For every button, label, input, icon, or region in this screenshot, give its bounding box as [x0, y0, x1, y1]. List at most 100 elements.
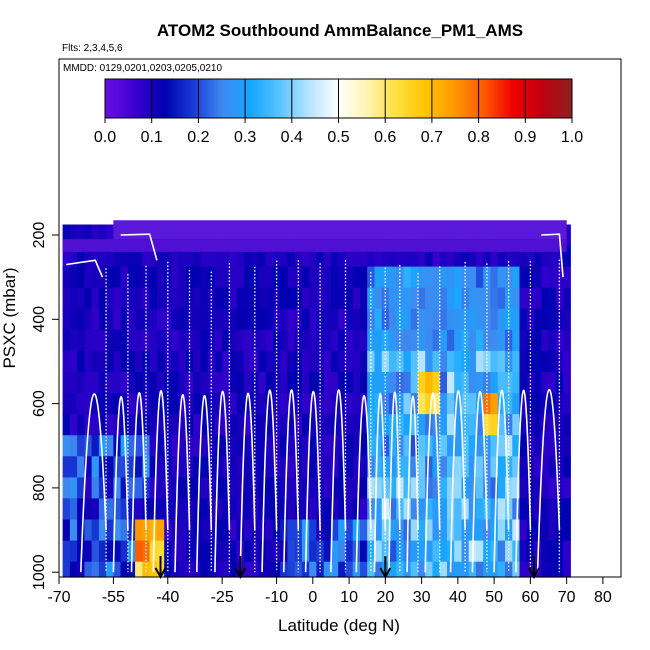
heatmap-cell [258, 308, 267, 331]
heatmap-cell [338, 498, 347, 521]
heatmap-cell [91, 498, 100, 521]
heatmap-cell [106, 308, 114, 331]
heatmap-cell [490, 266, 499, 289]
heatmap-cell [207, 266, 216, 289]
heatmap-cell [447, 329, 455, 352]
heatmap-cell [389, 435, 397, 457]
heatmap-cell [69, 329, 78, 352]
heatmap-cell [367, 393, 376, 415]
heatmap-cell [243, 287, 252, 310]
colorbar-swatch [532, 79, 536, 118]
heatmap-cell [345, 414, 354, 436]
colorbar-swatch [182, 79, 185, 118]
heatmap-cell [548, 287, 557, 310]
heatmap-cell [106, 435, 114, 457]
heatmap-cell [497, 456, 506, 478]
heatmap-cell [410, 498, 419, 521]
colorbar-swatch [529, 79, 533, 118]
heatmap-cell [69, 456, 78, 478]
heatmap-cell [171, 498, 180, 521]
heatmap-cell [389, 308, 397, 331]
heatmap-cell [106, 393, 114, 415]
colorbar-swatch [436, 79, 440, 118]
heatmap-cell [200, 245, 209, 268]
heatmap-cell [135, 266, 143, 289]
heatmap-cell [135, 350, 143, 373]
colorbar-swatch [457, 79, 461, 118]
heatmap-cell [476, 477, 484, 500]
heatmap-cell [301, 245, 310, 268]
heatmap-cell [418, 456, 426, 478]
heatmap-cell [360, 245, 368, 268]
heatmap-cell [345, 287, 354, 310]
flight-track [80, 393, 107, 573]
colorbar-swatch [508, 79, 512, 118]
heatmap-cell [410, 329, 419, 352]
heatmap-cell [207, 308, 216, 331]
heatmap-cell [106, 414, 114, 436]
heatmap-cell [135, 477, 143, 500]
heatmap-cell [287, 329, 296, 352]
heatmap-cell [127, 498, 136, 521]
colorbar-swatch [114, 79, 118, 118]
colorbar-swatch [567, 79, 571, 118]
heatmap-cell [563, 498, 571, 521]
heatmap-cell [548, 540, 557, 563]
heatmap-cell [164, 245, 173, 268]
heatmap-cell [548, 308, 557, 331]
heatmap-cell [106, 561, 114, 578]
heatmap-cell [229, 245, 238, 268]
heatmap-cell [381, 350, 390, 373]
heatmap-cell [323, 393, 332, 415]
heatmap-cell [272, 350, 281, 373]
heatmap-cell [287, 414, 296, 436]
colorbar-swatch [214, 79, 218, 118]
colorbar-swatch [207, 79, 211, 118]
heatmap-cell [243, 540, 252, 563]
heatmap-cell [512, 414, 521, 436]
colorbar-swatch [399, 79, 403, 118]
x-tick-label: 40 [449, 589, 467, 606]
heatmap-cell [142, 372, 151, 394]
colorbar-swatch [109, 79, 113, 118]
heatmap-cell [193, 350, 202, 373]
heatmap-cell [534, 414, 542, 436]
heatmap-cell [309, 393, 318, 415]
heatmap-cell [200, 540, 209, 563]
heatmap-cell [243, 329, 252, 352]
heatmap-cell [222, 245, 231, 268]
heatmap-cell [432, 456, 441, 478]
heatmap-cell [461, 287, 470, 310]
heatmap-cell [214, 477, 223, 500]
heatmap-cell [236, 266, 245, 289]
heatmap-cell [418, 266, 426, 289]
heatmap-cell [541, 350, 550, 373]
colorbar-swatch [305, 79, 309, 118]
heatmap-cell [439, 329, 448, 352]
colorbar-swatch [466, 79, 470, 118]
heatmap-cell [127, 435, 136, 457]
heatmap-cell [98, 224, 107, 247]
heatmap-cell [330, 519, 339, 542]
flight-track [196, 394, 213, 573]
heatmap-cell [396, 519, 405, 542]
heatmap-cell [323, 350, 332, 373]
heatmap-cell [309, 308, 318, 331]
heatmap-cell [149, 477, 158, 500]
heatmap-cell [439, 477, 448, 500]
heatmap-cell [345, 308, 354, 331]
heatmap-cell [98, 393, 107, 415]
heatmap-cell [476, 435, 484, 457]
heatmap-cell [563, 393, 571, 415]
heatmap-cell [403, 435, 412, 457]
heatmap-cell [403, 372, 412, 394]
heatmap-cell [323, 372, 332, 394]
heatmap-cell [476, 456, 484, 478]
heatmap-cell [425, 393, 434, 415]
heatmap-cell [526, 287, 535, 310]
heatmap-cell [468, 498, 477, 521]
heatmap-cell [396, 350, 405, 373]
heatmap-cell [106, 329, 114, 352]
heatmap-cell [69, 498, 78, 521]
heatmap-cell [171, 266, 180, 289]
